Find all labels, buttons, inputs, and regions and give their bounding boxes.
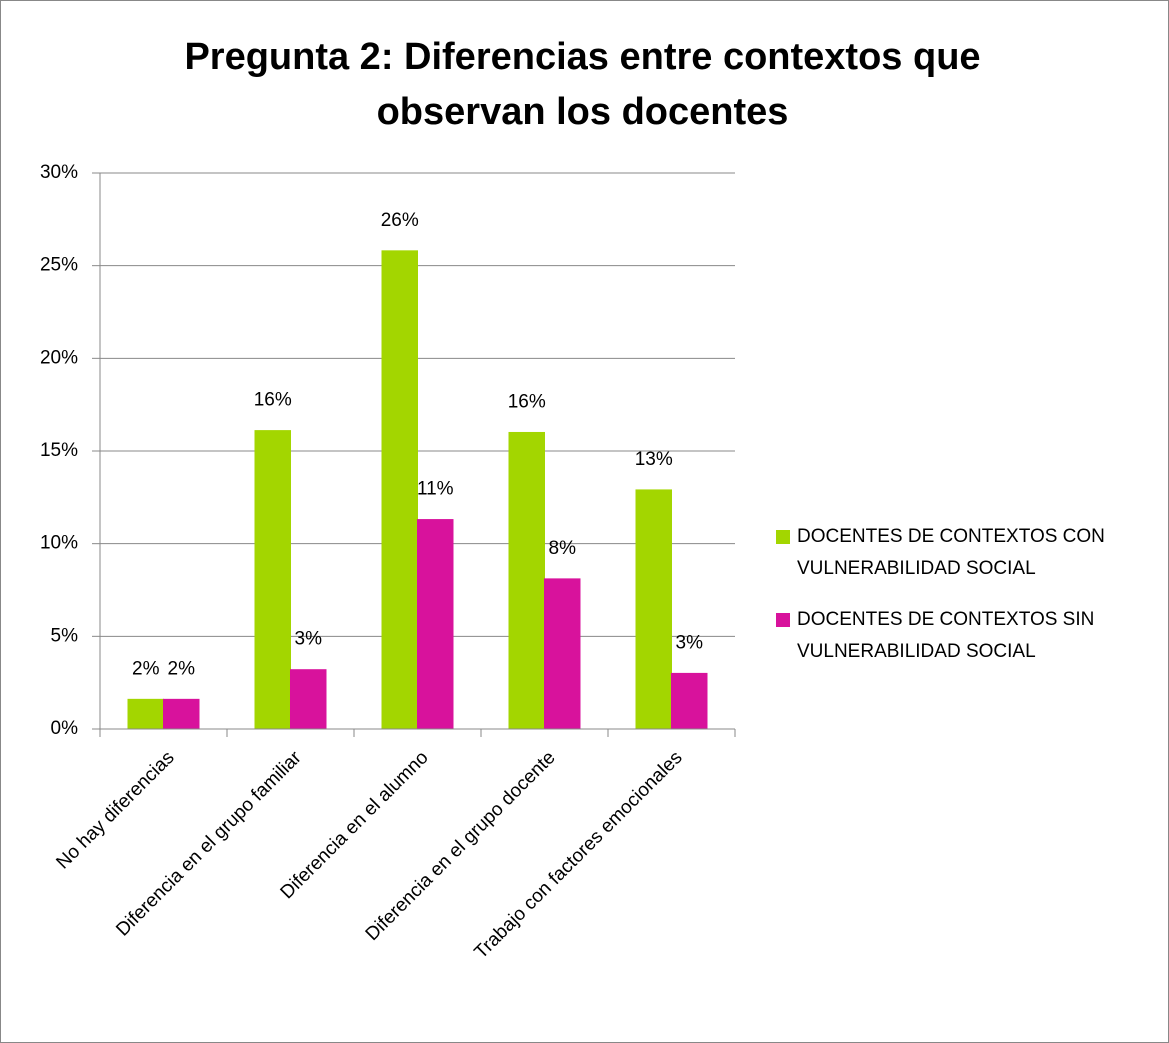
value-label: 11% [417, 479, 454, 500]
x-tick-label: Diferencia en el alumno [277, 747, 433, 903]
value-label: 3% [676, 632, 704, 653]
value-label: 3% [295, 629, 323, 650]
chart-title: Pregunta 2: Diferencias entre contextos … [184, 36, 981, 133]
x-tick-label: No hay diferencias [52, 747, 178, 873]
legend-swatch [776, 613, 790, 627]
bar [127, 698, 164, 730]
value-label: 16% [254, 390, 292, 411]
legend-entry: DOCENTES DE CONTEXTOS CON VULNERABILIDAD… [776, 521, 1156, 585]
value-label: 16% [508, 391, 546, 412]
bar [544, 578, 581, 730]
x-tick-label: Trabajo con factores emocionales [471, 747, 687, 963]
y-tick-label: 15% [40, 440, 78, 461]
bar [163, 698, 200, 730]
y-tick-label: 30% [40, 162, 78, 183]
bar [290, 669, 327, 730]
y-tick-label: 20% [40, 347, 78, 368]
value-label: 26% [381, 210, 419, 231]
legend-label: DOCENTES DE CONTEXTOS CON VULNERABILIDAD… [797, 526, 1105, 579]
legend-entry: DOCENTES DE CONTEXTOS SIN VULNERABILIDAD… [776, 604, 1156, 668]
y-tick-label: 10% [40, 533, 78, 554]
bar [254, 430, 291, 730]
value-label: 8% [549, 538, 577, 559]
value-label: 13% [635, 449, 673, 470]
y-tick-label: 0% [51, 718, 79, 739]
bar [417, 519, 454, 730]
bar [635, 489, 672, 730]
bar [381, 250, 418, 730]
legend-swatch [776, 530, 790, 544]
value-label: 2% [132, 658, 160, 679]
bar [671, 672, 708, 730]
bar [508, 431, 545, 730]
legend-label: DOCENTES DE CONTEXTOS SIN VULNERABILIDAD… [797, 609, 1095, 662]
y-tick-label: 25% [40, 255, 78, 276]
y-tick-label: 5% [51, 625, 79, 646]
value-label: 2% [168, 658, 196, 679]
